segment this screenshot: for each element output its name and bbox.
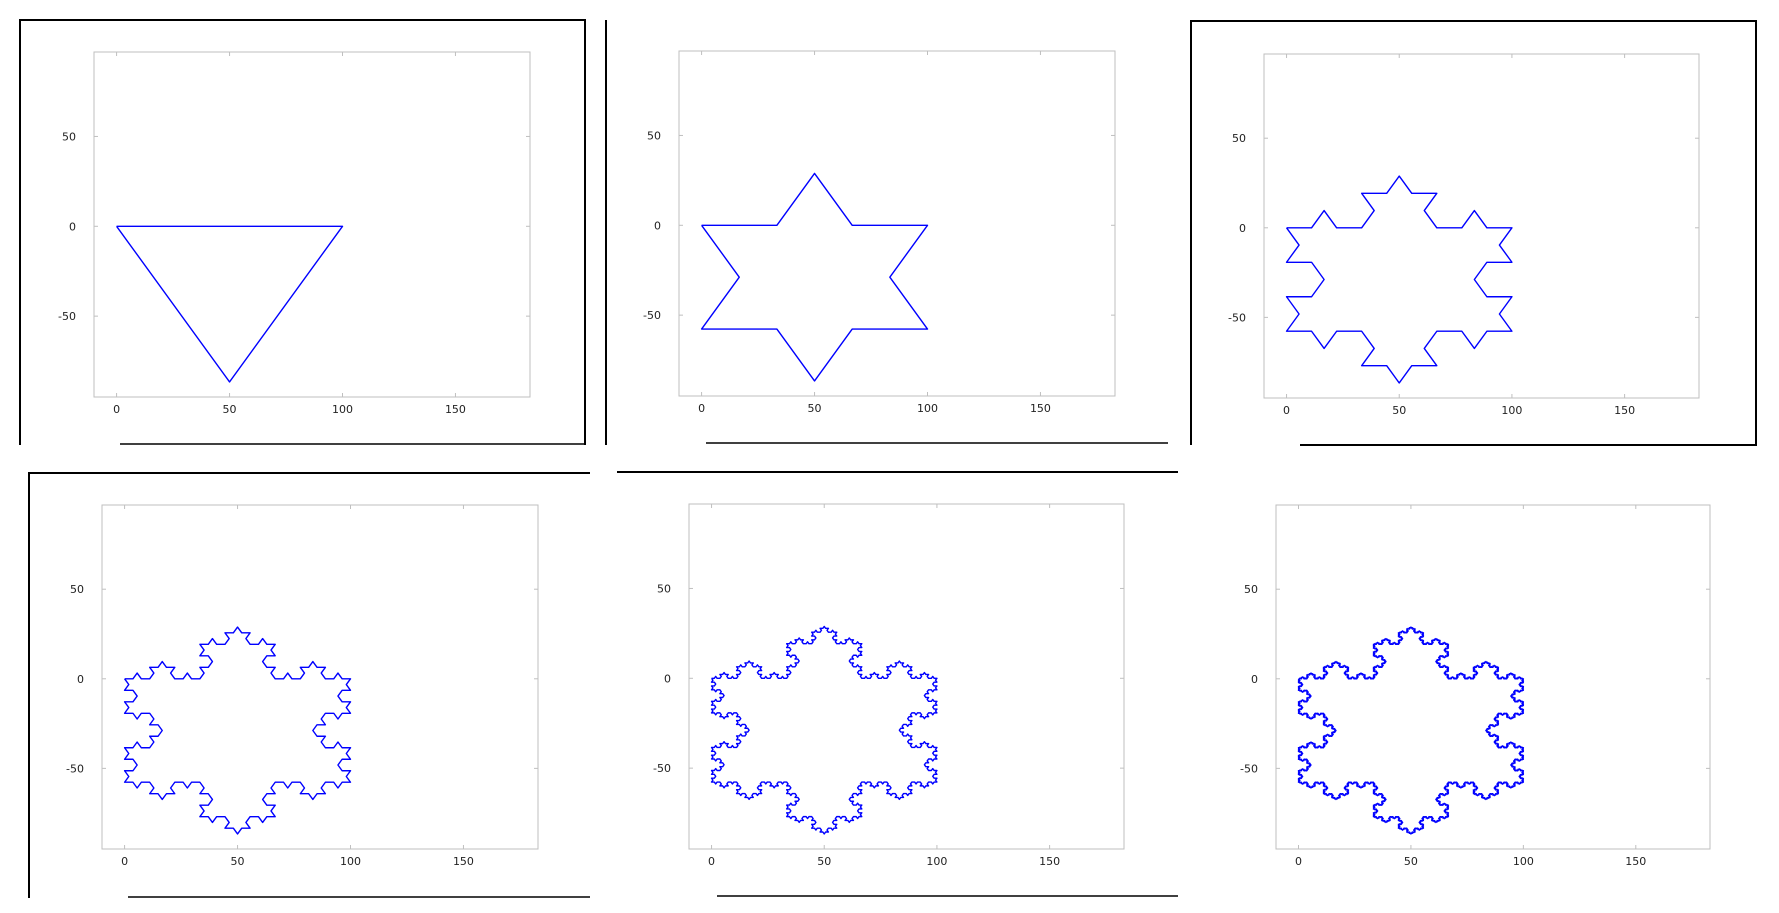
plot-area [688, 503, 1125, 850]
y-tick-label: 0 [1251, 673, 1258, 686]
koch-curve-line [123, 626, 352, 835]
chart-panel-2: 0 50 100 150 50 0 -50 [643, 50, 1116, 415]
y-tick-label: -50 [643, 309, 661, 322]
x-tick-label: 150 [453, 855, 474, 868]
plot-area [101, 504, 539, 850]
y-tick-label: 50 [70, 583, 84, 596]
x-tick-label: 100 [332, 403, 353, 416]
plot-area [93, 51, 531, 398]
panel-frame-4 [28, 472, 590, 898]
x-tick-label: 150 [1625, 855, 1646, 868]
x-tick-label: 50 [223, 403, 237, 416]
plot-area [1263, 53, 1700, 399]
y-tick-label: -50 [653, 762, 671, 775]
panel-frame-1 [19, 19, 586, 445]
x-tick-label: 0 [121, 855, 128, 868]
plot-area [678, 50, 1116, 397]
panel-frame-3 [1190, 20, 1757, 446]
x-tick-label: 150 [1030, 402, 1051, 415]
koch-curve-line [116, 225, 344, 383]
x-tick-label: 50 [1404, 855, 1418, 868]
x-tick-label: 0 [698, 402, 705, 415]
x-tick-label: 100 [1513, 855, 1534, 868]
chart-panel-4: 0 50 100 150 50 0 -50 [66, 504, 539, 868]
koch-curve-line [700, 172, 929, 382]
y-tick-label: 0 [1239, 222, 1246, 235]
x-tick-label: 0 [708, 855, 715, 868]
x-tick-label: 150 [445, 403, 466, 416]
koch-curve-line [1285, 175, 1513, 384]
y-tick-label: -50 [58, 310, 76, 323]
x-tick-label: 50 [1392, 404, 1406, 417]
y-tick-label: 0 [664, 672, 671, 685]
charts-layer: 0 50 100 150 50 0 -50 0 50 100 150 50 0 -50 0 50 100 150 5… [58, 50, 1711, 868]
chart-panel-3: 0 50 100 150 50 0 -50 [1228, 53, 1700, 417]
y-tick-label: -50 [1240, 762, 1258, 775]
x-tick-label: 100 [926, 855, 947, 868]
y-tick-label: 0 [654, 219, 661, 232]
y-tick-label: 50 [1232, 132, 1246, 145]
chart-panel-1: 0 50 100 150 50 0 -50 [58, 51, 531, 416]
panel-frames [19, 19, 1757, 898]
y-tick-label: 50 [62, 130, 76, 143]
x-tick-label: 100 [340, 855, 361, 868]
x-tick-label: 0 [1283, 404, 1290, 417]
y-tick-label: 50 [647, 129, 661, 142]
koch-curve-line [1297, 626, 1525, 835]
x-tick-label: 50 [817, 855, 831, 868]
y-tick-label: 0 [77, 673, 84, 686]
x-tick-label: 0 [113, 403, 120, 416]
x-tick-label: 100 [917, 402, 938, 415]
chart-panel-6: 0 50 100 150 50 0 -50 [1240, 504, 1711, 868]
y-tick-label: -50 [1228, 311, 1246, 324]
x-tick-label: 50 [231, 855, 245, 868]
x-tick-label: 50 [808, 402, 822, 415]
y-tick-label: -50 [66, 762, 84, 775]
y-tick-label: 50 [657, 582, 671, 595]
x-tick-label: 150 [1039, 855, 1060, 868]
y-tick-label: 50 [1244, 583, 1258, 596]
y-tick-label: 0 [69, 220, 76, 233]
x-tick-label: 100 [1501, 404, 1522, 417]
chart-panel-5: 0 50 100 150 50 0 -50 [653, 503, 1125, 868]
koch-curve-line [710, 625, 938, 835]
plot-area [1275, 504, 1711, 850]
x-tick-label: 150 [1614, 404, 1635, 417]
x-tick-label: 0 [1295, 855, 1302, 868]
panel-bottom-strokes [120, 442, 1178, 898]
